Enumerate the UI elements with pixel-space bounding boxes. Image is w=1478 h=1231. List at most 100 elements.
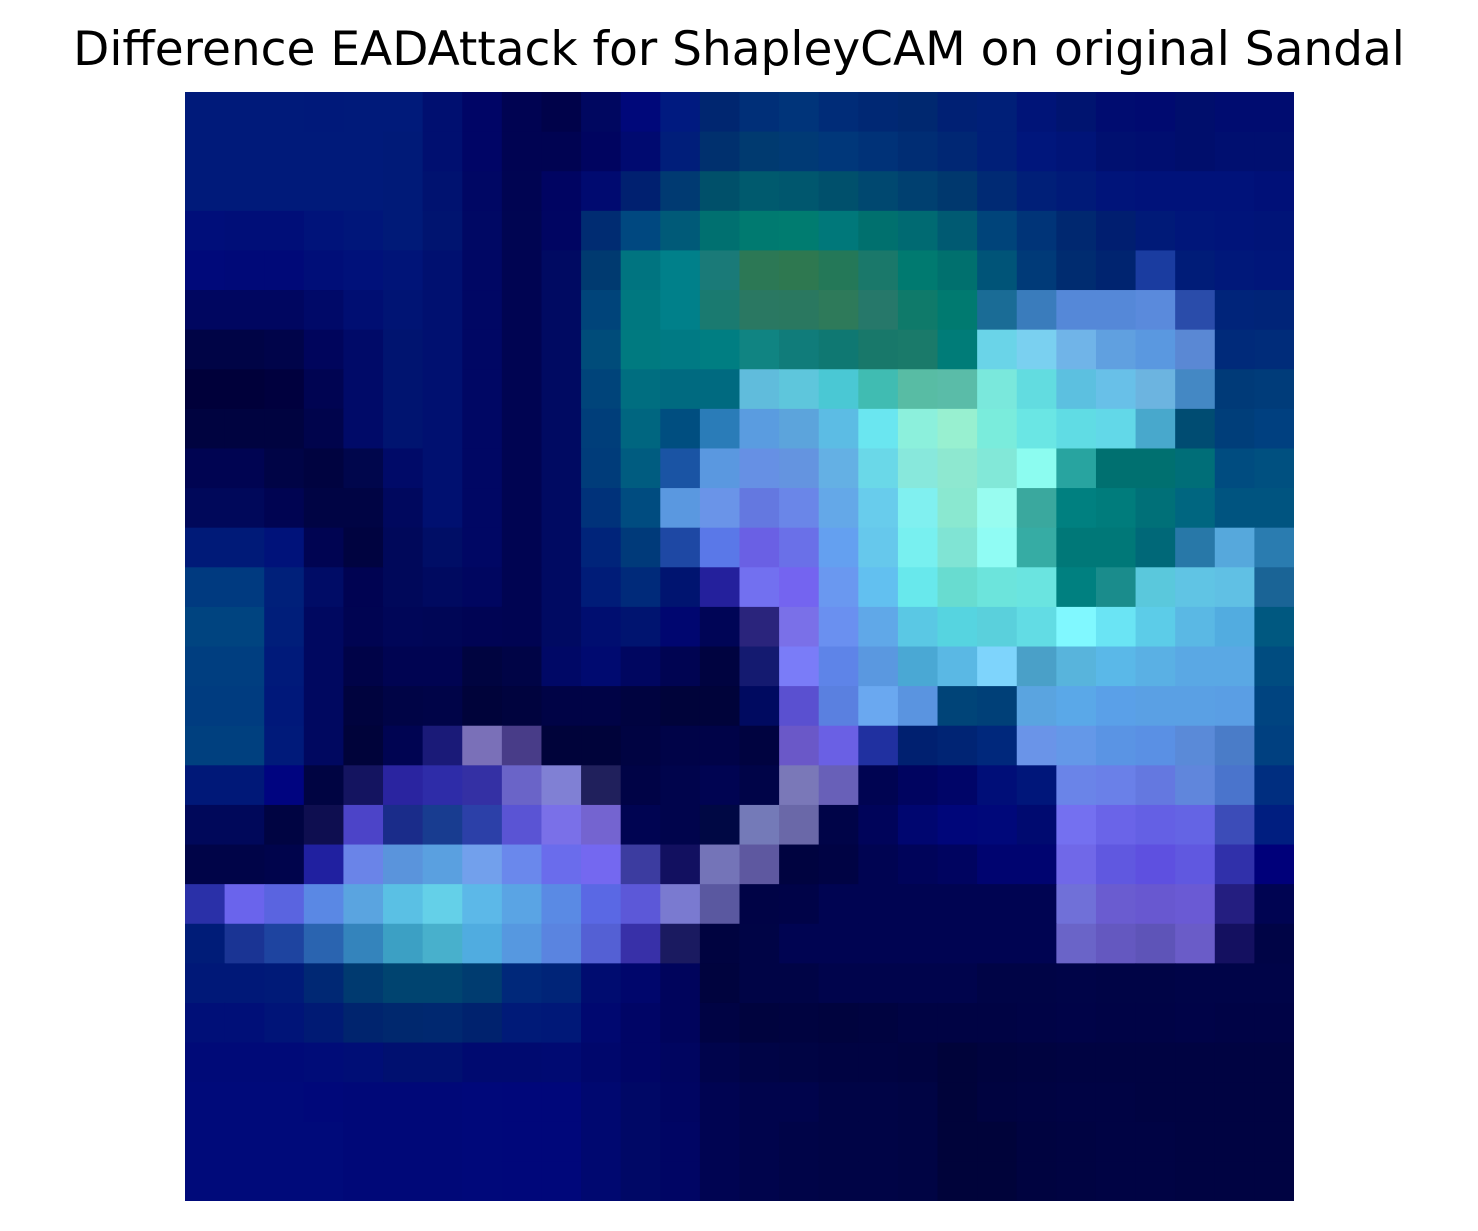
heatmap-cell [699, 884, 741, 925]
heatmap-cell [185, 1002, 226, 1044]
heatmap-cell [462, 1002, 503, 1044]
heatmap-cell [303, 923, 345, 964]
heatmap-cell [343, 131, 384, 172]
heatmap-cell [1254, 250, 1294, 291]
heatmap-cell [422, 963, 463, 1004]
heatmap-cell [1175, 1082, 1216, 1123]
heatmap-cell [1175, 369, 1216, 410]
heatmap-cell [422, 725, 463, 766]
heatmap-cell [343, 963, 384, 1004]
heatmap-cell [818, 844, 859, 885]
heatmap-cell [1254, 804, 1294, 846]
heatmap-cell [1135, 250, 1176, 291]
heatmap-cell [779, 488, 820, 529]
heatmap-cell [185, 131, 226, 172]
heatmap-cell [264, 329, 305, 370]
heatmap-cell [1135, 1082, 1176, 1123]
heatmap-cell [779, 527, 820, 568]
heatmap-cell [1214, 765, 1255, 806]
heatmap-cell [541, 1161, 582, 1201]
heatmap-cell [1175, 527, 1216, 568]
heatmap-cell [541, 408, 582, 450]
heatmap-cell [858, 963, 899, 1004]
heatmap-cell [620, 567, 661, 608]
heatmap-cell [303, 527, 345, 568]
heatmap-cell [383, 210, 424, 252]
heatmap-cell [501, 250, 543, 291]
heatmap-cell [383, 1082, 424, 1123]
heatmap-cell [1175, 250, 1216, 291]
heatmap-cell [699, 329, 741, 370]
heatmap-cell [501, 369, 543, 410]
heatmap-cell [818, 171, 859, 212]
heatmap-cell [1254, 1082, 1294, 1123]
heatmap-cell [699, 1002, 741, 1044]
heatmap-cell [1016, 686, 1057, 727]
heatmap-cell [858, 131, 899, 172]
heatmap-cell [1214, 171, 1255, 212]
heatmap-cell [779, 131, 820, 172]
heatmap-cell [264, 92, 305, 133]
heatmap-cell [1254, 369, 1294, 410]
heatmap-cell [937, 804, 978, 846]
heatmap-cell [739, 488, 780, 529]
heatmap-cell [1056, 804, 1097, 846]
heatmap-cell [620, 448, 661, 489]
heatmap-cell [620, 1121, 661, 1162]
heatmap-cell [581, 131, 622, 172]
heatmap-cell [1175, 646, 1216, 687]
heatmap-cell [343, 567, 384, 608]
heatmap-cell [620, 765, 661, 806]
heatmap-cell [224, 290, 265, 331]
heatmap-cell [1214, 408, 1255, 450]
heatmap-cell [501, 646, 543, 687]
heatmap-cell [1016, 527, 1057, 568]
heatmap-cell [541, 1042, 582, 1083]
heatmap-cell [1175, 92, 1216, 133]
heatmap-cell [660, 369, 701, 410]
heatmap-cell [620, 804, 661, 846]
heatmap-cell [1214, 369, 1255, 410]
heatmap-cell [541, 329, 582, 370]
heatmap-cell [581, 1002, 622, 1044]
heatmap-cell [1016, 844, 1057, 885]
heatmap-cell [581, 606, 622, 648]
heatmap-cell [501, 329, 543, 370]
heatmap-cell [185, 250, 226, 291]
heatmap-cell [1135, 1121, 1176, 1162]
heatmap-cell [660, 884, 701, 925]
heatmap-cell [501, 963, 543, 1004]
heatmap-cell [1254, 844, 1294, 885]
heatmap-cell [422, 923, 463, 964]
heatmap-cell [699, 210, 741, 252]
heatmap-cell [779, 844, 820, 885]
heatmap-cell [185, 844, 226, 885]
heatmap-cell [660, 725, 701, 766]
heatmap-cell [581, 210, 622, 252]
heatmap-cell [897, 1161, 939, 1201]
heatmap-cell [1135, 329, 1176, 370]
heatmap-cell [303, 131, 345, 172]
heatmap-cell [383, 844, 424, 885]
heatmap-cell [1254, 686, 1294, 727]
heatmap-cell [1016, 646, 1057, 687]
heatmap-cell [1095, 329, 1137, 370]
heatmap-cell [1214, 488, 1255, 529]
heatmap-cell [1254, 567, 1294, 608]
heatmap-cell [858, 606, 899, 648]
heatmap-cell [303, 408, 345, 450]
heatmap-cell [343, 448, 384, 489]
heatmap-cell [620, 1042, 661, 1083]
heatmap-cell [422, 171, 463, 212]
heatmap-cell [1095, 369, 1137, 410]
heatmap-cell [303, 1082, 345, 1123]
heatmap-cell [581, 963, 622, 1004]
heatmap-cell [224, 606, 265, 648]
heatmap-cell [462, 567, 503, 608]
heatmap-cell [818, 1002, 859, 1044]
heatmap-cell [699, 290, 741, 331]
heatmap-cell [383, 408, 424, 450]
heatmap-cell [779, 1002, 820, 1044]
heatmap-cell [1254, 646, 1294, 687]
heatmap-cell [541, 210, 582, 252]
